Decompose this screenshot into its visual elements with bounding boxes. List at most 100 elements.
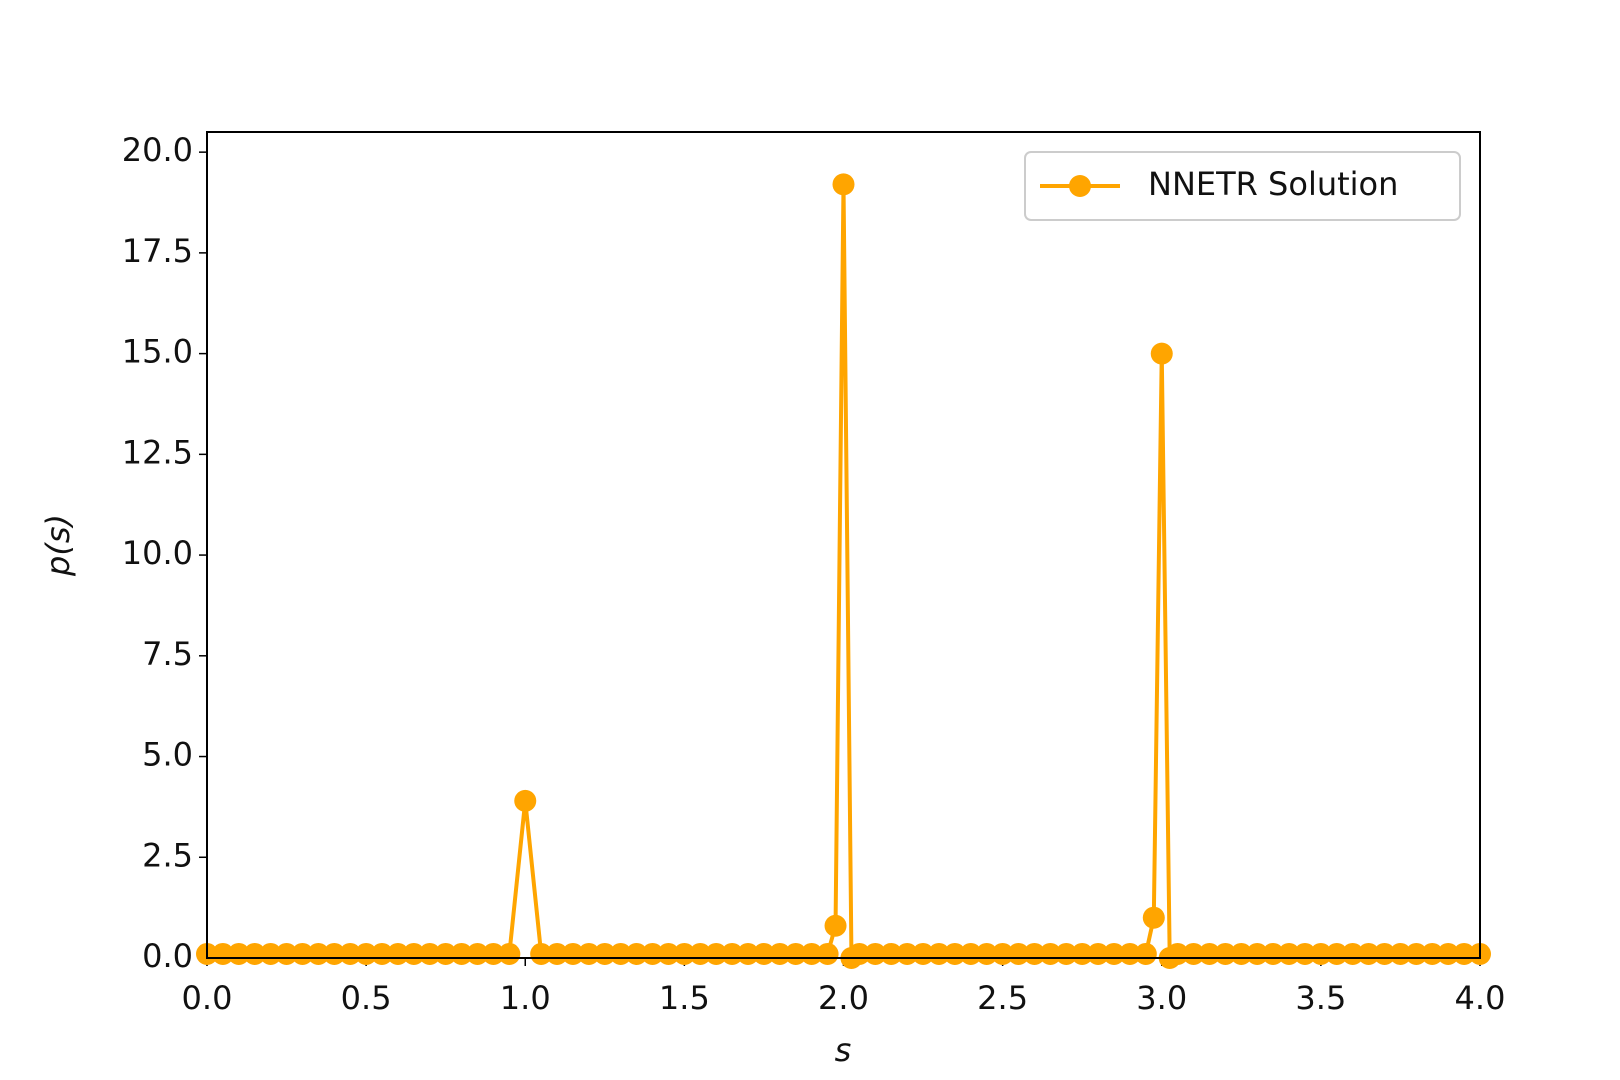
data-point xyxy=(1437,942,1460,965)
data-point xyxy=(848,942,871,965)
x-tick-label: 3.0 xyxy=(1136,979,1187,1017)
data-point xyxy=(1309,942,1332,965)
data-point xyxy=(1134,942,1157,965)
data-point xyxy=(355,942,378,965)
data-point xyxy=(1182,942,1205,965)
data-line xyxy=(207,182,1480,960)
data-point xyxy=(880,942,903,965)
data-point xyxy=(1055,942,1078,965)
data-point xyxy=(259,942,282,965)
data-point xyxy=(1293,942,1316,965)
data-point xyxy=(943,942,966,965)
data-point xyxy=(1278,942,1301,965)
data-point xyxy=(689,942,712,965)
data-point xyxy=(466,942,489,965)
data-point xyxy=(927,942,950,965)
data-point xyxy=(577,942,600,965)
data-point xyxy=(864,942,887,965)
data-point xyxy=(546,942,569,965)
data-point xyxy=(959,942,982,965)
data-point xyxy=(291,942,314,965)
data-point xyxy=(1341,942,1364,965)
data-point xyxy=(1325,942,1348,965)
x-tick-label: 0.0 xyxy=(182,979,233,1017)
data-point xyxy=(1453,942,1476,965)
x-axis-label: s xyxy=(835,1031,852,1069)
data-point xyxy=(784,942,807,965)
data-point xyxy=(339,942,362,965)
x-tick-label: 2.0 xyxy=(818,979,869,1017)
data-point xyxy=(1421,942,1444,965)
data-point xyxy=(721,942,744,965)
data-point xyxy=(832,173,855,196)
data-point xyxy=(434,942,457,965)
data-point xyxy=(1166,942,1189,965)
y-tick-label: 0.0 xyxy=(142,937,193,975)
data-point xyxy=(211,942,234,965)
data-point xyxy=(657,942,680,965)
data-point xyxy=(386,942,409,965)
data-point xyxy=(1230,942,1253,965)
data-point xyxy=(275,942,298,965)
y-tick-label: 12.5 xyxy=(122,433,193,471)
y-tick-label: 10.0 xyxy=(122,534,193,572)
data-point xyxy=(609,942,632,965)
x-tick-label: 2.5 xyxy=(977,979,1028,1017)
data-point xyxy=(705,942,728,965)
data-point xyxy=(498,942,521,965)
data-point xyxy=(1198,942,1221,965)
data-point xyxy=(816,942,839,965)
data-point xyxy=(530,942,553,965)
data-point xyxy=(737,942,760,965)
y-tick-label: 20.0 xyxy=(122,131,193,169)
y-tick-label: 7.5 xyxy=(142,635,193,673)
data-point xyxy=(593,942,616,965)
legend-label: NNETR Solution xyxy=(1148,165,1398,203)
data-point xyxy=(227,942,250,965)
data-point xyxy=(673,942,696,965)
data-point xyxy=(768,942,791,965)
y-tick-label: 15.0 xyxy=(122,333,193,371)
data-point xyxy=(1389,942,1412,965)
data-point xyxy=(1142,906,1165,929)
data-point xyxy=(1007,942,1030,965)
data-point xyxy=(1405,942,1428,965)
data-point xyxy=(450,942,473,965)
y-tick-label: 2.5 xyxy=(142,836,193,874)
data-point xyxy=(371,942,394,965)
x-tick-label: 4.0 xyxy=(1455,979,1506,1017)
data-point xyxy=(800,942,823,965)
plot-frame xyxy=(206,131,1481,959)
y-tick-label: 5.0 xyxy=(142,736,193,774)
data-point xyxy=(323,942,346,965)
data-point xyxy=(991,942,1014,965)
data-point xyxy=(418,942,441,965)
x-tick-label: 0.5 xyxy=(341,979,392,1017)
data-point xyxy=(307,942,330,965)
data-point xyxy=(1262,942,1285,965)
data-point xyxy=(1071,942,1094,965)
data-point xyxy=(752,942,775,965)
data-point xyxy=(1103,942,1126,965)
data-point xyxy=(975,942,998,965)
data-point xyxy=(243,942,266,965)
data-point xyxy=(1214,942,1237,965)
data-point xyxy=(1118,942,1141,965)
data-point xyxy=(641,942,664,965)
data-point xyxy=(625,942,648,965)
data-point xyxy=(896,942,919,965)
data-point xyxy=(402,942,425,965)
data-point xyxy=(1039,942,1062,965)
data-point xyxy=(482,942,505,965)
data-point xyxy=(824,914,847,937)
x-tick-label: 1.5 xyxy=(659,979,710,1017)
data-point xyxy=(1373,942,1396,965)
data-point xyxy=(1150,342,1173,365)
legend-box xyxy=(1024,151,1461,221)
data-point xyxy=(1087,942,1110,965)
data-point xyxy=(1357,942,1380,965)
data-point xyxy=(561,942,584,965)
data-point xyxy=(514,789,537,812)
data-point xyxy=(912,942,935,965)
